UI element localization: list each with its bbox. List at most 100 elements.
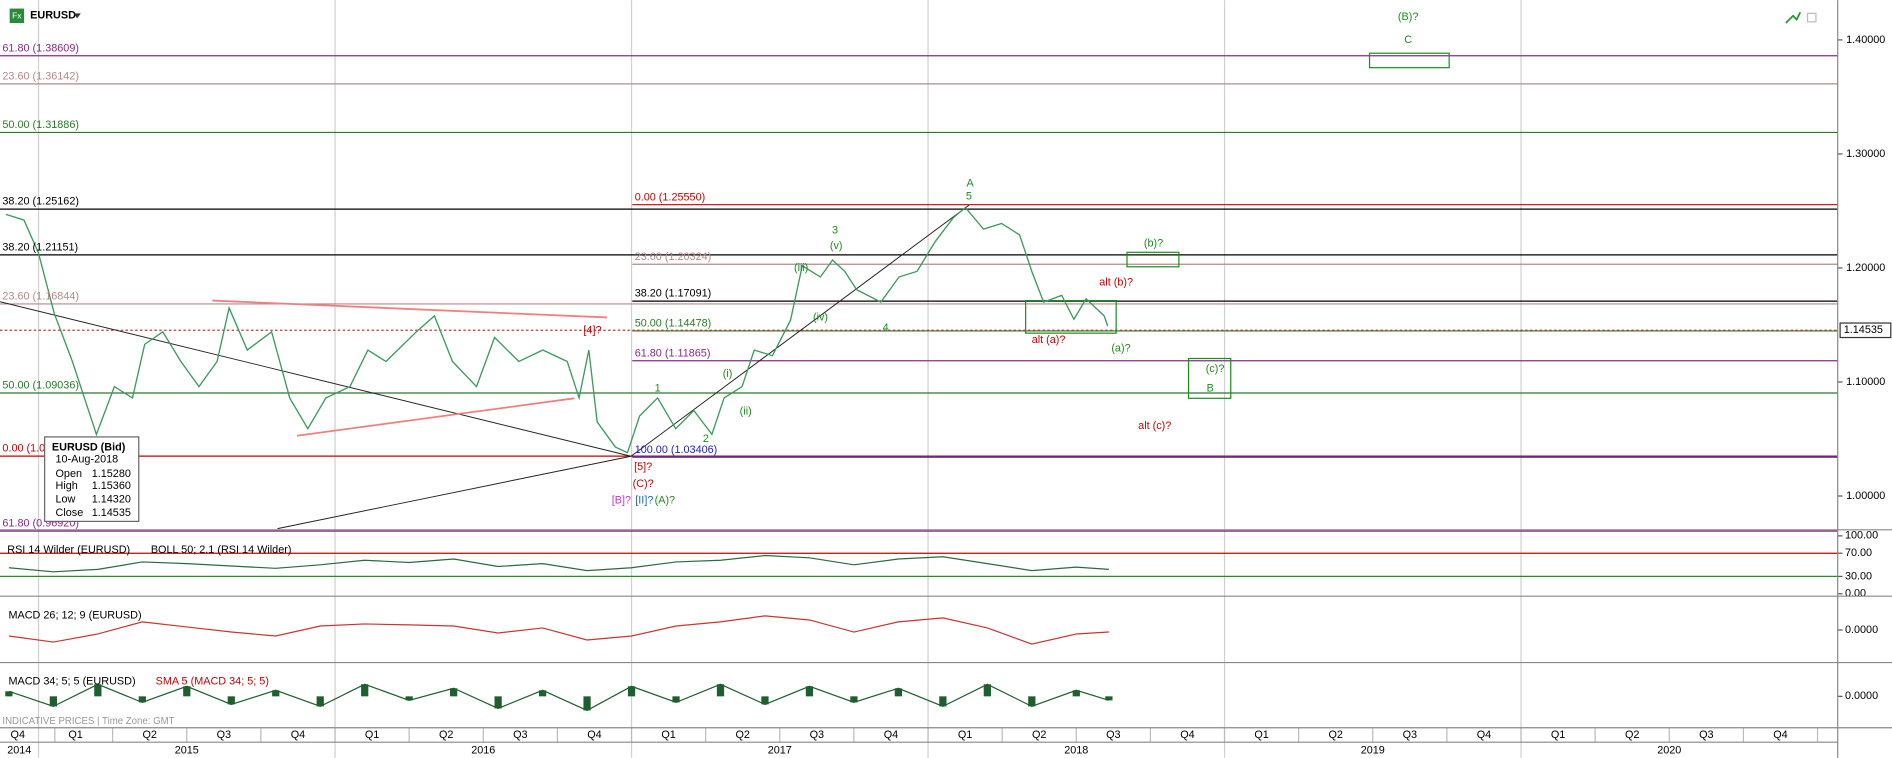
- histogram-bar: [494, 696, 502, 709]
- wave-label: 2: [703, 433, 709, 445]
- wave-label: B: [1207, 383, 1214, 395]
- info-box-frame: [44, 436, 140, 522]
- x-tick-label: Q1: [1254, 729, 1268, 741]
- histogram-bar: [939, 696, 947, 707]
- y-tick-label: 1.10000: [1846, 376, 1885, 388]
- histogram-bar: [316, 696, 324, 707]
- triangle-line: [296, 397, 575, 437]
- target-box: [1187, 357, 1232, 399]
- pane-title: MACD 34; 5; 5 (EURUSD): [8, 676, 135, 688]
- footer-note: INDICATIVE PRICES | Time Zone: GMT: [2, 716, 174, 727]
- x-tick-label: Q4: [291, 729, 305, 741]
- wave-label: (iv): [813, 311, 828, 323]
- wave-label: alt (c)?: [1138, 420, 1171, 432]
- info-box: EURUSD (Bid) 10-Aug-2018 Open 1.15280 Hi…: [44, 436, 140, 522]
- x-tick-label: Q1: [1551, 729, 1565, 741]
- trend-icon[interactable]: [1785, 11, 1802, 24]
- histogram-bar: [627, 686, 636, 697]
- info-value: 1.15360: [92, 480, 131, 492]
- target-box: [1025, 299, 1117, 334]
- x-tick-label: Q1: [958, 729, 972, 741]
- wave-label: A: [967, 177, 975, 189]
- wave-label: alt (a)?: [1032, 334, 1066, 346]
- histogram-bar: [1105, 696, 1113, 701]
- x-tick-label: Q1: [661, 729, 675, 741]
- info-value: 1.15280: [92, 468, 131, 480]
- y-tick-label: 0.0000: [1845, 624, 1878, 636]
- histogram-bar: [1028, 696, 1036, 707]
- histogram-bar: [805, 686, 814, 697]
- plot: [5, 206, 1113, 712]
- x-tick-label: Q2: [142, 729, 156, 741]
- histogram-bar: [5, 691, 13, 697]
- wave-label: C: [1404, 34, 1412, 46]
- window-button[interactable]: [1806, 12, 1817, 23]
- x-tick-label: Q2: [1625, 729, 1639, 741]
- year-label: 2019: [1361, 745, 1385, 757]
- trend-line: [277, 455, 632, 530]
- wave-label: (A)?: [655, 495, 676, 507]
- histogram-bar: [405, 696, 413, 701]
- x-tick-label: Q3: [1699, 729, 1713, 741]
- wave-label: [B]?: [612, 495, 631, 507]
- wave-label: 4: [883, 322, 889, 334]
- x-tick-label: Q4: [1477, 729, 1491, 741]
- wave-label: 3: [832, 224, 838, 236]
- y-tick-label: 1.20000: [1846, 262, 1885, 274]
- x-tick-label: Q3: [513, 729, 527, 741]
- y-tick-label: 0.00: [1845, 588, 1866, 600]
- fib-label: 23.60 (1.20324): [635, 251, 712, 263]
- x-tick-label: Q4: [11, 729, 25, 741]
- y-tick-label: 1.40000: [1846, 34, 1885, 46]
- symbol-dropdown[interactable]: [73, 13, 81, 19]
- info-key: Close: [56, 507, 84, 519]
- x-tick-label: Q1: [365, 729, 379, 741]
- x-tick-label: Q2: [735, 729, 749, 741]
- year-label: 2016: [471, 745, 495, 757]
- fib-label: 38.20 (1.21151): [2, 241, 78, 253]
- wave-label: (c)?: [1206, 363, 1225, 375]
- wave-label: (i): [723, 368, 733, 380]
- histogram-bar: [450, 688, 458, 697]
- wave-label: (b)?: [1144, 238, 1163, 250]
- wave-label: (a)?: [1111, 343, 1130, 355]
- y-tick-label: 100.00: [1845, 530, 1878, 542]
- year-label: 2018: [1064, 745, 1088, 757]
- x-tick-label: Q4: [884, 729, 898, 741]
- info-title: EURUSD (Bid): [52, 442, 126, 454]
- year-label: 2017: [768, 745, 792, 757]
- info-value: 1.14535: [92, 507, 131, 519]
- fx-icon: [9, 8, 25, 24]
- x-tick-label: Q2: [439, 729, 453, 741]
- drawings: [0, 52, 1450, 530]
- fib-label: 50.00 (1.31886): [2, 119, 79, 131]
- grid: [37, 0, 1843, 758]
- histogram-bar: [894, 688, 903, 697]
- fx-icon-text: Fx: [12, 11, 22, 21]
- histogram-bar: [583, 696, 591, 711]
- indicator-line: [8, 554, 1109, 573]
- indicator-line: [8, 683, 1110, 712]
- y-tick-label: 0.0000: [1845, 690, 1878, 702]
- trend-line: [0, 301, 632, 457]
- x-tick-label: Q4: [1773, 729, 1787, 741]
- info-value: 1.14320: [92, 494, 131, 506]
- pane-title: RSI 14 Wilder (EURUSD): [7, 544, 130, 556]
- wave-label: (C)?: [633, 478, 654, 490]
- year-label: 2015: [175, 745, 199, 757]
- histogram-bar: [538, 690, 547, 697]
- fib-label: 38.20 (1.17091): [635, 288, 712, 300]
- x-tick-label: Q3: [1403, 729, 1417, 741]
- x-tick-label: Q2: [1032, 729, 1046, 741]
- fib-label: 38.20 (1.25162): [2, 196, 79, 208]
- histogram-bar: [94, 684, 102, 697]
- wave-label: 5: [966, 191, 972, 203]
- last-price-label: 1.14535: [1844, 324, 1883, 336]
- info-key: High: [56, 480, 78, 492]
- x-tick-label: Q4: [1180, 729, 1194, 741]
- x-tick-label: Q3: [1106, 729, 1120, 741]
- wave-label: 1: [655, 383, 661, 395]
- info-key: Low: [56, 494, 76, 506]
- target-box: [1126, 251, 1180, 268]
